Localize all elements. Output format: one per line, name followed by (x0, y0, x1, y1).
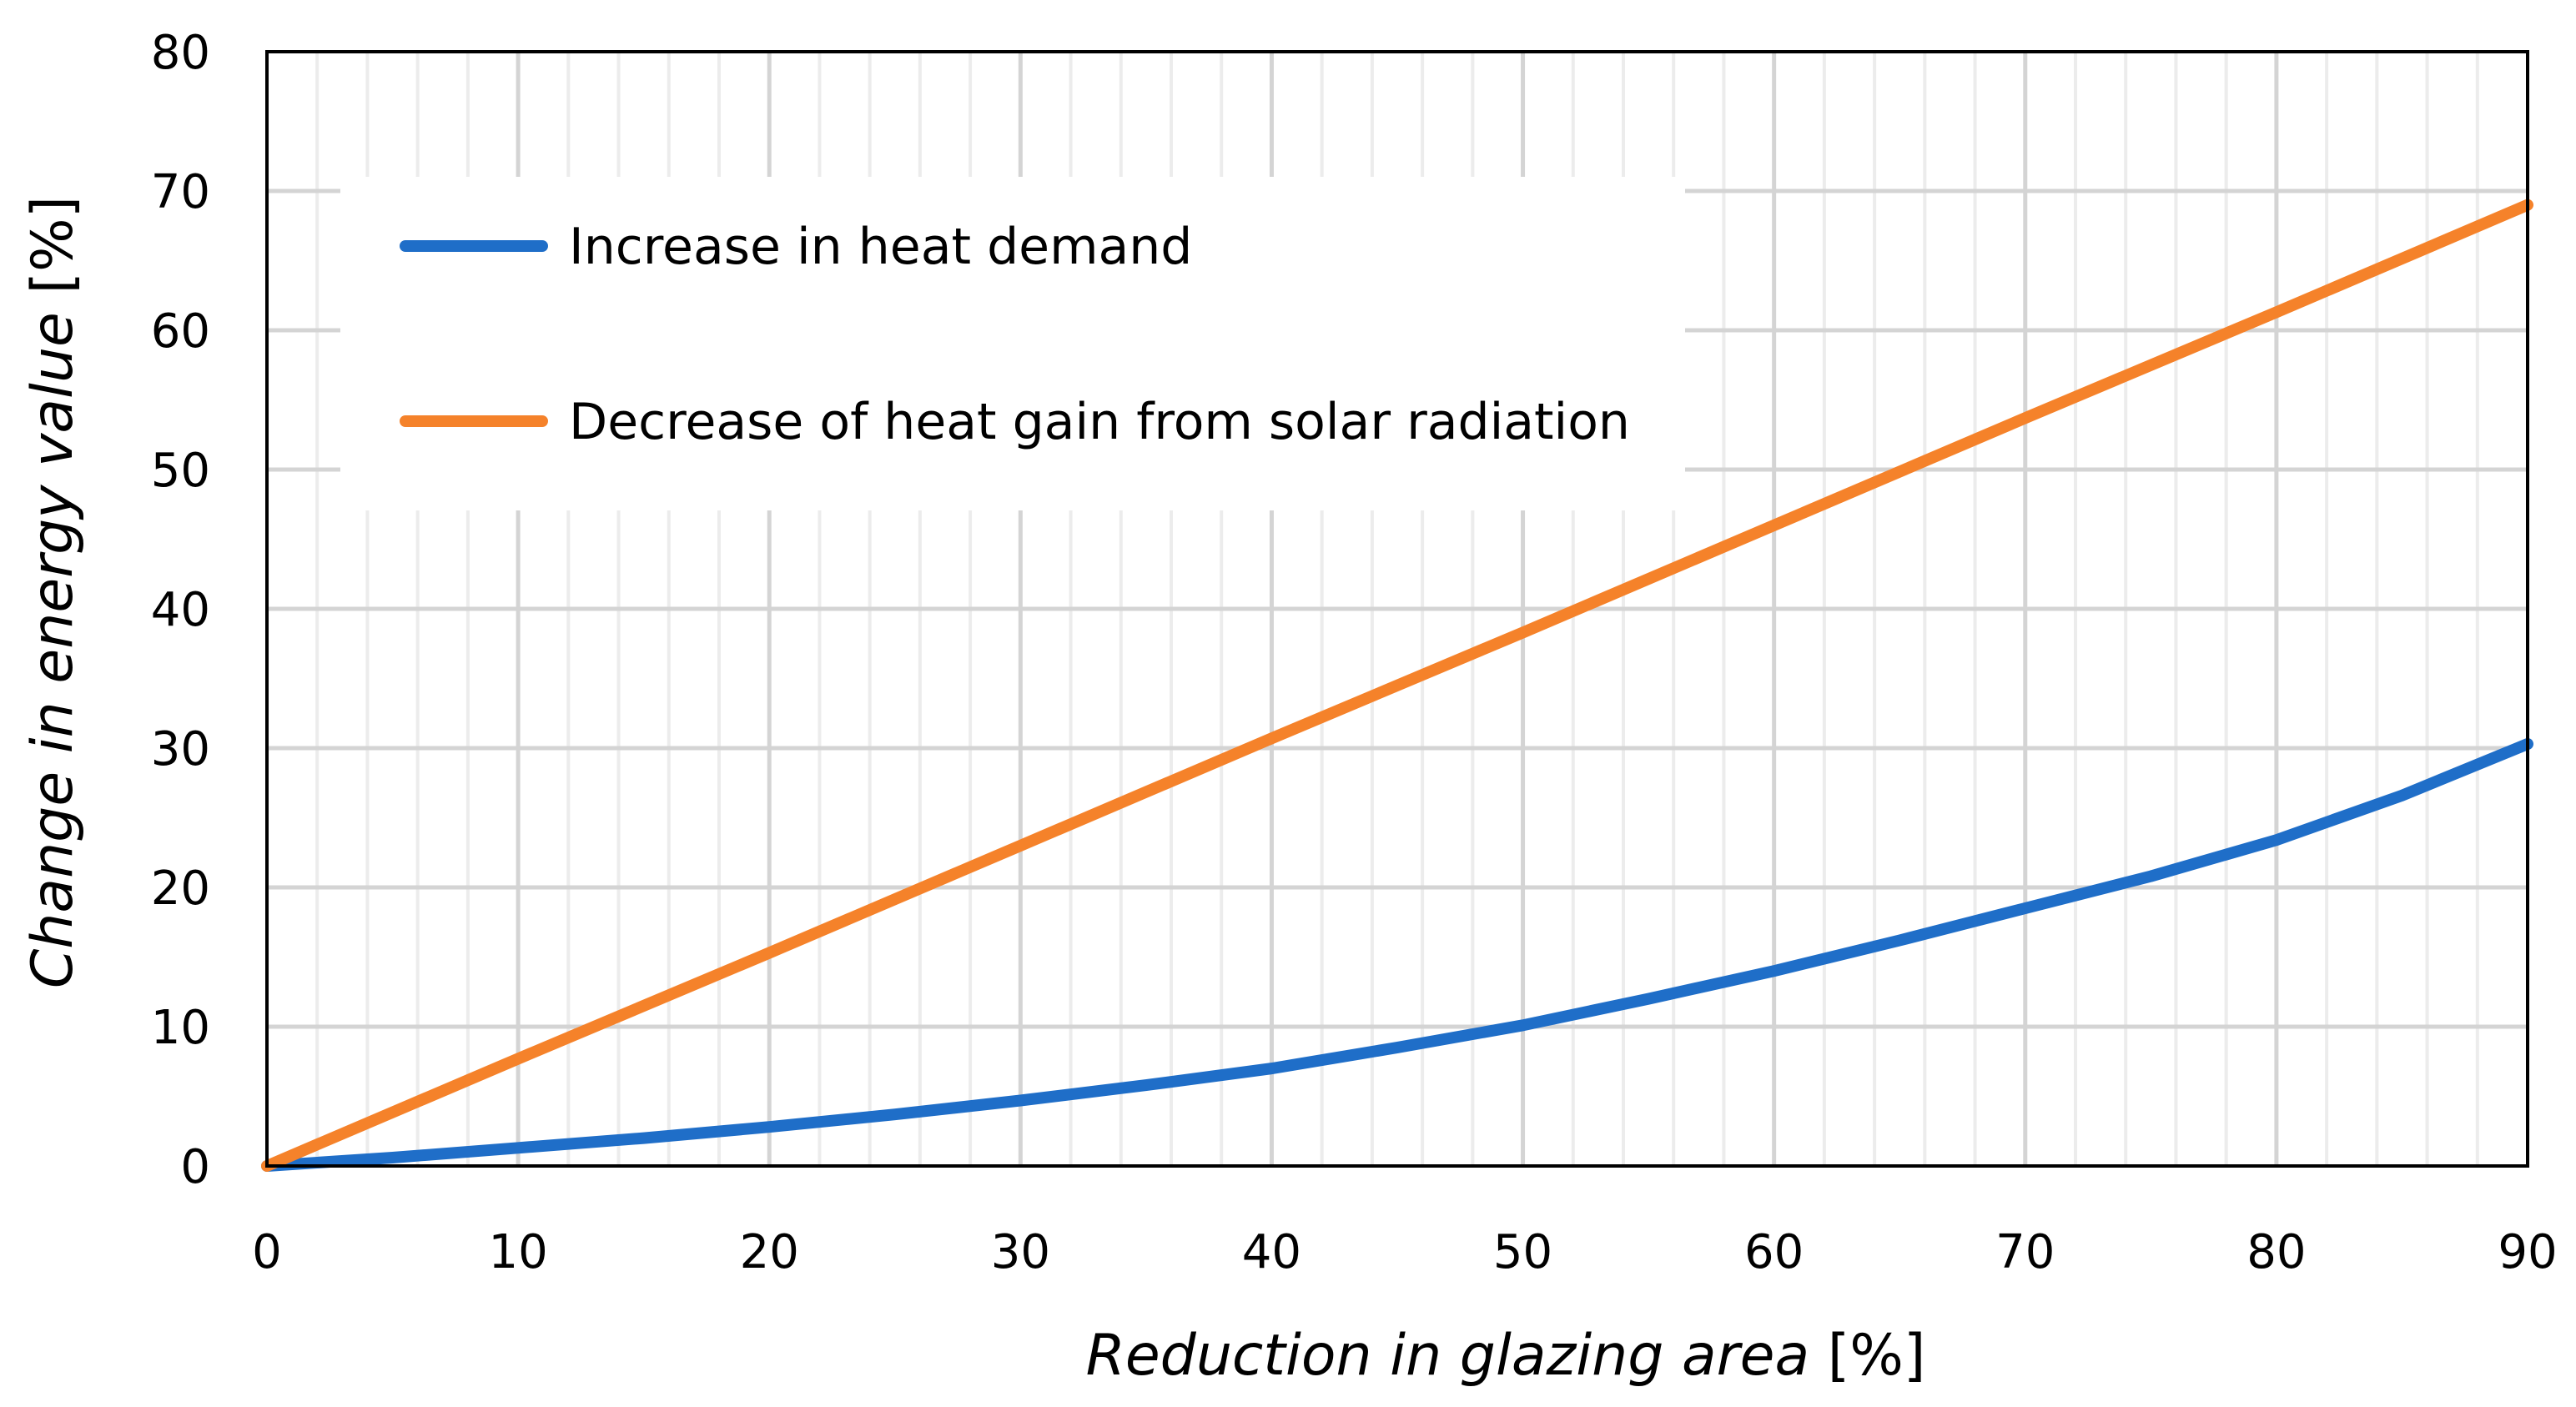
legend: Increase in heat demand Decrease of heat … (400, 218, 1630, 451)
y-tick-label: 50 (151, 444, 210, 498)
x-axis-title: Reduction in glazing area [%] (1086, 1323, 1926, 1389)
x-tick-label: 10 (488, 1225, 547, 1279)
x-tick-label: 50 (1493, 1225, 1552, 1279)
legend-label-2: Decrease of heat gain from solar radiati… (569, 393, 1630, 451)
x-tick-label: 60 (1744, 1225, 1804, 1279)
x-tick-label: 0 (252, 1225, 282, 1279)
y-tick-label: 60 (151, 304, 210, 359)
y-axis-title: Change in energy value [%] (20, 196, 86, 988)
legend-background (340, 177, 1685, 510)
series-line-2 (261, 198, 2533, 1172)
x-tick-label: 80 (2246, 1225, 2306, 1279)
x-tick-label: 40 (1242, 1225, 1301, 1279)
x-axis-title-unit: [%] (1809, 1323, 1925, 1389)
x-tick-label: 90 (2498, 1225, 2557, 1279)
y-tick-label: 70 (151, 165, 210, 219)
y-tick-label: 30 (151, 722, 210, 776)
y-tick-label: 80 (151, 26, 210, 80)
plot-frame (265, 50, 2529, 1168)
y-tick-label: 0 (180, 1140, 210, 1194)
y-tick-label: 10 (151, 1001, 210, 1055)
x-tick-labels: 0 10 20 30 40 50 60 70 80 90 (252, 1225, 2557, 1279)
series-lines (261, 198, 2533, 1172)
legend-label-1: Increase in heat demand (569, 218, 1192, 276)
x-tick-label: 20 (740, 1225, 799, 1279)
y-tick-label: 20 (151, 862, 210, 916)
x-axis-title-text: Reduction in glazing area (1086, 1323, 1810, 1389)
y-axis-title-unit: [%] (20, 196, 86, 312)
y-tick-label: 40 (151, 583, 210, 637)
x-tick-label: 70 (1995, 1225, 2055, 1279)
y-axis-title-text: Change in energy value (20, 312, 86, 988)
y-tick-labels: 0 10 20 30 40 50 60 70 80 (151, 26, 210, 1194)
x-tick-label: 30 (991, 1225, 1050, 1279)
series-line-1 (261, 738, 2533, 1172)
